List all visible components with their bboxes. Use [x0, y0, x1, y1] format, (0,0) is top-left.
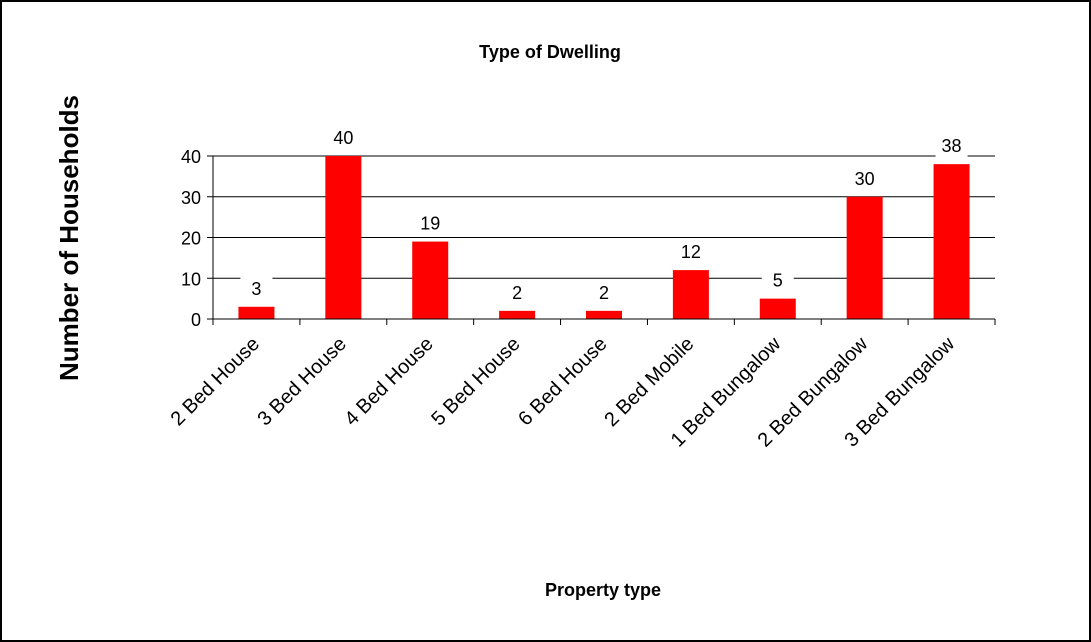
- data-label: 40: [333, 128, 353, 148]
- data-label: 2: [599, 283, 609, 303]
- data-label-bg: [761, 268, 794, 293]
- bar: [412, 241, 449, 319]
- data-label: 38: [942, 136, 962, 156]
- bar: [846, 196, 883, 319]
- data-label-bg: [240, 276, 273, 301]
- data-label-bg: [414, 211, 447, 236]
- bars: [238, 156, 970, 319]
- data-label-bg: [935, 134, 968, 159]
- chart-title: Type of Dwelling: [479, 42, 621, 62]
- y-axis-label: Number of Households: [54, 95, 84, 381]
- x-axis-label: Property type: [545, 580, 661, 600]
- y-tick-label: 10: [181, 269, 201, 289]
- y-tick-label: 40: [181, 147, 201, 167]
- data-label: 30: [855, 169, 875, 189]
- y-tick-label: 30: [181, 188, 201, 208]
- bar: [238, 306, 275, 319]
- bar: [672, 270, 709, 319]
- bar: [499, 310, 536, 319]
- data-label: 12: [681, 242, 701, 262]
- bar: [586, 310, 622, 319]
- bar: [759, 298, 796, 319]
- data-label-bg: [501, 280, 534, 305]
- axes: [207, 155, 996, 325]
- data-label: 19: [420, 214, 440, 234]
- data-label-bg: [848, 166, 881, 191]
- data-label-bg: [674, 240, 707, 265]
- y-tick-label: 20: [181, 229, 201, 249]
- data-label-bg: [588, 280, 620, 305]
- data-label: 5: [773, 271, 783, 291]
- bar: [325, 156, 362, 319]
- y-tick-label: 0: [191, 310, 201, 330]
- data-label: 3: [251, 279, 261, 299]
- data-label: 2: [512, 283, 522, 303]
- data-label-bg: [327, 126, 360, 150]
- bar: [933, 164, 970, 319]
